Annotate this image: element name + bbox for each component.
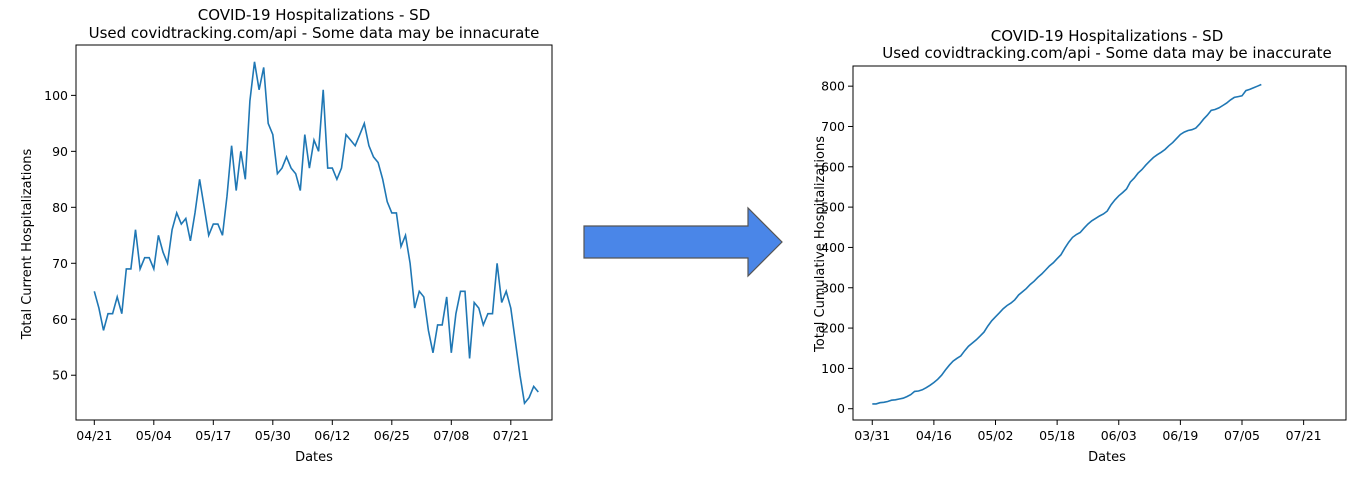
x-tick-label: 07/21	[493, 428, 529, 443]
y-tick-label: 200	[821, 321, 845, 336]
x-tick-label: 04/21	[76, 428, 112, 443]
x-tick-label: 05/30	[255, 428, 291, 443]
axis-ticks: 04/21 05/04 05/17 05/30 06/12 06/25 07/08 07/21…	[44, 88, 529, 443]
y-axis-label: Total Cumulative Hospitalizations	[813, 136, 828, 353]
x-tick-label: 07/05	[1224, 428, 1260, 443]
chart-subtitle: Used covidtracking.com/api - Some data m…	[882, 44, 1332, 62]
x-tick-label: 06/12	[314, 428, 350, 443]
x-tick-label: 07/21	[1286, 428, 1322, 443]
current-hospitalizations-chart: COVID-19 Hospitalizations - SD Used covi…	[20, 6, 553, 465]
y-tick-label: 90	[52, 144, 68, 159]
x-tick-label: 03/31	[854, 428, 890, 443]
x-tick-label: 05/04	[136, 428, 172, 443]
y-tick-label: 50	[52, 368, 68, 383]
chart-title: COVID-19 Hospitalizations - SD	[991, 27, 1224, 45]
y-tick-label: 70	[52, 256, 68, 271]
x-tick-label: 06/25	[374, 428, 410, 443]
chart-subtitle: Used covidtracking.com/api - Some data m…	[89, 24, 540, 42]
chart-title: COVID-19 Hospitalizations - SD	[198, 6, 431, 24]
y-tick-label: 600	[821, 159, 845, 174]
x-tick-label: 06/03	[1101, 428, 1137, 443]
y-axis-label: Total Current Hospitalizations	[20, 148, 35, 340]
y-tick-label: 60	[52, 312, 68, 327]
y-tick-label: 700	[821, 119, 845, 134]
y-tick-label: 300	[821, 280, 845, 295]
y-tick-label: 80	[52, 200, 68, 215]
x-tick-label: 04/16	[916, 428, 952, 443]
y-tick-label: 800	[821, 79, 845, 94]
y-tick-label: 400	[821, 240, 845, 255]
x-axis-label: Dates	[295, 450, 333, 465]
cumulative-hospitalizations-chart: COVID-19 Hospitalizations - SD Used covi…	[813, 27, 1347, 465]
y-tick-label: 0	[837, 401, 845, 416]
axis-ticks: 03/31 04/16 05/02 05/18 06/03 06/19 07/05 07/21…	[821, 79, 1322, 443]
plot-area-frame	[75, 44, 553, 421]
x-tick-label: 06/19	[1162, 428, 1198, 443]
x-tick-label: 07/08	[433, 428, 469, 443]
x-tick-label: 05/18	[1039, 428, 1075, 443]
series-line	[93, 61, 539, 406]
y-tick-label: 100	[821, 361, 845, 376]
x-axis-label: Dates	[1088, 450, 1126, 465]
right-arrow-icon	[583, 206, 783, 278]
x-tick-label: 05/17	[195, 428, 231, 443]
x-tick-label: 05/02	[977, 428, 1013, 443]
plot-area-frame	[852, 65, 1347, 421]
y-tick-label: 100	[44, 88, 68, 103]
y-tick-label: 500	[821, 200, 845, 215]
series-line	[872, 83, 1262, 405]
